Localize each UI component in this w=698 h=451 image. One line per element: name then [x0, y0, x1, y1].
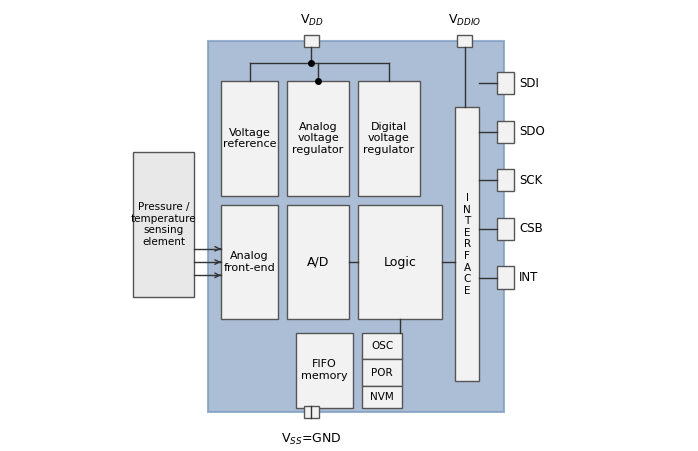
FancyBboxPatch shape: [221, 205, 279, 319]
Text: FIFO
memory: FIFO memory: [302, 359, 348, 381]
Text: INT: INT: [519, 271, 538, 284]
Text: V$_{SS}$=GND: V$_{SS}$=GND: [281, 432, 341, 447]
Text: I
N
T
E
R
F
A
C
E: I N T E R F A C E: [463, 193, 471, 296]
Text: Digital
voltage
regulator: Digital voltage regulator: [363, 122, 415, 155]
FancyBboxPatch shape: [497, 218, 514, 240]
FancyBboxPatch shape: [133, 152, 194, 297]
Text: V$_{DD}$: V$_{DD}$: [299, 13, 323, 28]
FancyBboxPatch shape: [497, 121, 514, 143]
Text: CSB: CSB: [519, 222, 543, 235]
Text: Logic: Logic: [383, 256, 416, 268]
FancyBboxPatch shape: [304, 35, 319, 47]
FancyBboxPatch shape: [455, 107, 480, 382]
Text: Pressure /
temperature
sensing
element: Pressure / temperature sensing element: [131, 202, 196, 247]
FancyBboxPatch shape: [457, 35, 473, 47]
Text: OSC: OSC: [371, 341, 393, 351]
FancyBboxPatch shape: [358, 81, 419, 196]
FancyBboxPatch shape: [221, 81, 279, 196]
FancyBboxPatch shape: [362, 333, 402, 359]
FancyBboxPatch shape: [497, 267, 514, 289]
Text: Analog
voltage
regulator: Analog voltage regulator: [292, 122, 343, 155]
FancyBboxPatch shape: [362, 359, 402, 386]
FancyBboxPatch shape: [362, 386, 402, 408]
FancyBboxPatch shape: [358, 205, 442, 319]
Text: Voltage
reference: Voltage reference: [223, 128, 276, 149]
Text: SCK: SCK: [519, 174, 542, 187]
Text: NVM: NVM: [370, 392, 394, 402]
Text: A/D: A/D: [307, 256, 329, 268]
FancyBboxPatch shape: [497, 169, 514, 191]
FancyBboxPatch shape: [287, 205, 349, 319]
Text: SDI: SDI: [519, 77, 539, 90]
FancyBboxPatch shape: [304, 406, 319, 419]
FancyBboxPatch shape: [287, 81, 349, 196]
Text: POR: POR: [371, 368, 393, 377]
Text: SDO: SDO: [519, 125, 545, 138]
FancyBboxPatch shape: [296, 333, 353, 408]
FancyBboxPatch shape: [207, 41, 504, 412]
FancyBboxPatch shape: [497, 72, 514, 94]
Text: V$_{DDIO}$: V$_{DDIO}$: [448, 13, 482, 28]
Text: Analog
front-end: Analog front-end: [224, 251, 276, 273]
